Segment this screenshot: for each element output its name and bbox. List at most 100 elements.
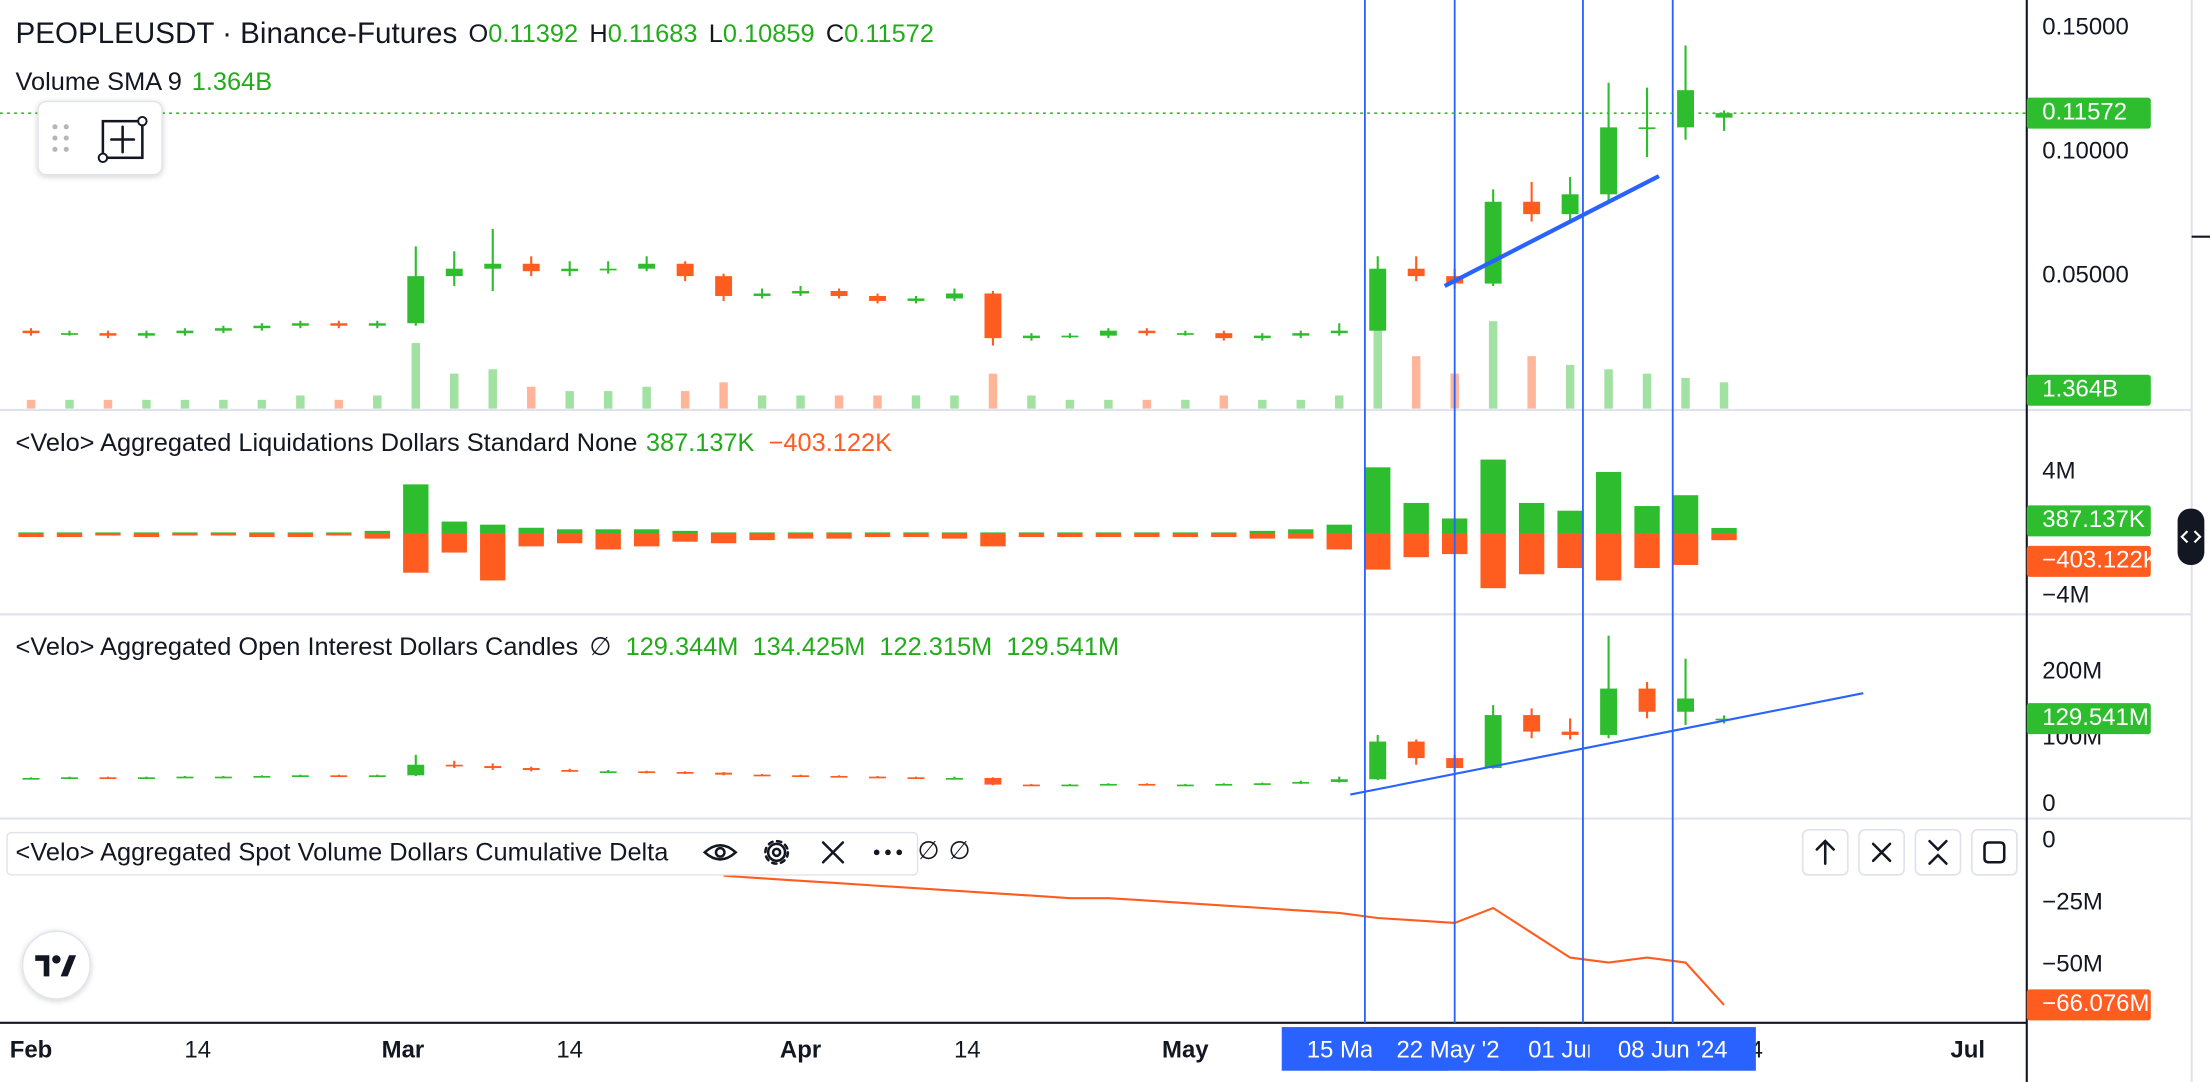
indicator-value: 129.541M [1006, 633, 1119, 661]
candle-body [253, 325, 271, 329]
volume-bar [103, 399, 113, 409]
collapse-pane-button[interactable] [1914, 828, 1962, 876]
settings-button[interactable] [764, 839, 790, 865]
candle-body [61, 333, 78, 335]
y-tick-label: −4M [2042, 581, 2089, 608]
ohlc-value: 0.10859 [723, 20, 815, 48]
short-liquidation-bar [633, 533, 660, 547]
long-liquidation-bar [1557, 510, 1583, 534]
ohlc-key: O [469, 20, 489, 48]
object-tree-icon[interactable] [97, 115, 148, 164]
candle-body [676, 263, 694, 277]
long-liquidation-bar [1288, 529, 1314, 534]
candle-body [1638, 127, 1656, 130]
candle-body [137, 777, 155, 779]
candle-body [1022, 335, 1040, 339]
price-legend: PEOPLEUSDT · Binance-Futures O0.11392 H0.1… [16, 17, 935, 50]
last-value-box [2026, 374, 2151, 406]
toolbar-panel [37, 100, 163, 176]
candle-body [1176, 333, 1194, 335]
trend-line[interactable] [1443, 174, 1660, 288]
short-liquidation-bar [1134, 533, 1160, 538]
last-value-label: 1.364B [2042, 376, 2118, 403]
x-tick-label: May [1162, 1036, 1209, 1063]
long-liquidation-bar [210, 532, 237, 534]
short-liquidation-bar [864, 533, 891, 538]
short-liquidation-bar [1172, 533, 1199, 538]
y-tick-label: −50M [2042, 950, 2103, 977]
candle-body [330, 775, 348, 778]
candle-body [522, 263, 540, 272]
candle-body [253, 775, 271, 778]
candle-body [1407, 268, 1425, 277]
candle-body [1407, 741, 1425, 759]
candle-body [561, 770, 579, 772]
candle-body [1523, 715, 1541, 732]
indicator-value: 134.425M [753, 633, 866, 661]
y-tick-label: 4M [2042, 457, 2075, 484]
volume-bar [642, 386, 651, 409]
volume-legend: Volume SMA 9 1.364B [16, 68, 273, 96]
more-button[interactable] [873, 849, 903, 856]
x-tick-label: 14 [556, 1036, 583, 1063]
remove-button[interactable] [821, 841, 845, 864]
crosshair-date-box [1589, 1027, 1756, 1071]
indicator-value: 129.344M [626, 633, 739, 661]
long-liquidation-bar [672, 530, 698, 534]
last-value-box [2026, 703, 2151, 735]
candle-body [830, 775, 848, 778]
move-up-button[interactable] [1801, 828, 1849, 876]
candle-body [1138, 330, 1156, 334]
volume-bar [1335, 395, 1344, 409]
y-tick-label: 0.10000 [2042, 137, 2129, 164]
delete-pane-button[interactable] [1858, 828, 1905, 876]
candle-body [984, 293, 1002, 339]
candle-body [907, 777, 925, 779]
ohlc-value: 0.11392 [488, 20, 578, 48]
candle-body [291, 323, 309, 326]
candle-body [561, 268, 579, 272]
logo[interactable] [21, 930, 91, 1000]
candle-body [715, 772, 733, 775]
visibility-button[interactable] [702, 844, 738, 861]
volume-bar [1681, 377, 1690, 409]
indicator-symbol: ∅ [949, 837, 971, 865]
volume-bar [757, 395, 767, 409]
volume-bar [180, 399, 190, 409]
candle-body [137, 333, 155, 336]
short-liquidation-bar [1518, 533, 1545, 575]
volume-bar [565, 391, 574, 409]
y-tick-label: 0.05000 [2042, 261, 2129, 288]
y-tick-label: 0.15000 [2042, 14, 2129, 41]
candle-body [214, 328, 232, 331]
short-liquidation-bar [1480, 533, 1506, 589]
long-liquidation-bar [133, 532, 160, 534]
long-liquidation-bar [595, 529, 621, 534]
drag-handle[interactable] [52, 124, 69, 152]
long-liquidation-bar [941, 532, 968, 534]
short-liquidation-bar [672, 533, 698, 542]
long-liquidation-bar [1134, 532, 1160, 534]
volume-bar [334, 399, 344, 409]
short-liquidation-bar [480, 533, 506, 581]
candle-body [1484, 201, 1502, 284]
cvd-line [723, 874, 1725, 1006]
trend-line[interactable] [1350, 692, 1864, 796]
scale-handle[interactable] [2177, 508, 2205, 565]
short-liquidation-bar [595, 533, 621, 550]
candle-body [176, 330, 194, 334]
short-liquidation-bar [1057, 533, 1083, 538]
candle-body [946, 777, 963, 780]
candle-body [1330, 330, 1348, 334]
ohlc-value: 0.11683 [608, 20, 698, 48]
short-liquidation-bar [980, 533, 1006, 547]
short-liquidation-bar [95, 533, 121, 536]
short-liquidation-bar [749, 533, 775, 541]
candle-body [753, 293, 771, 296]
volume-bar [257, 399, 267, 409]
volume-bar [680, 391, 690, 409]
candle-body [792, 775, 810, 778]
maximize-pane-button[interactable] [1970, 828, 2018, 876]
volume-bar [1411, 356, 1421, 409]
